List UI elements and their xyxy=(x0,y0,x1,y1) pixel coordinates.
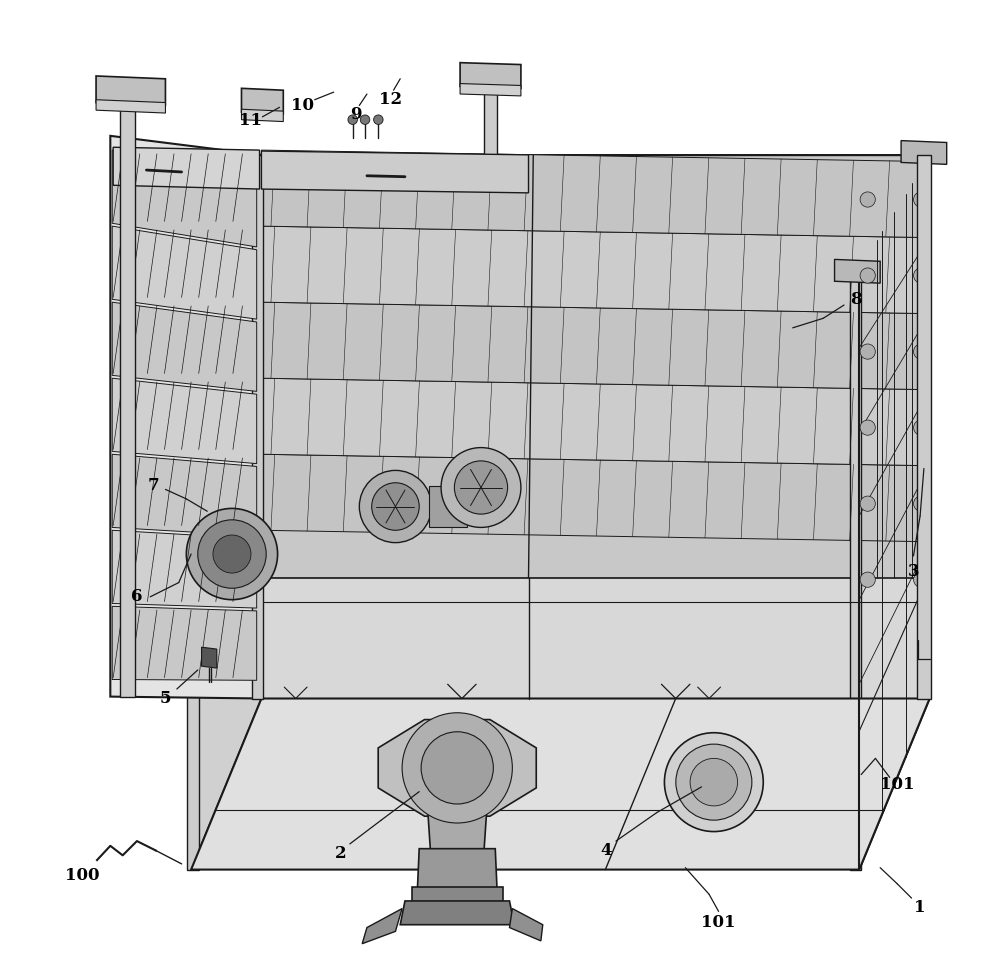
Circle shape xyxy=(914,192,929,207)
Circle shape xyxy=(860,344,875,359)
Polygon shape xyxy=(859,155,930,870)
Polygon shape xyxy=(261,302,925,390)
Polygon shape xyxy=(261,227,925,314)
Polygon shape xyxy=(261,379,925,466)
Circle shape xyxy=(454,461,508,514)
Circle shape xyxy=(213,535,251,573)
Polygon shape xyxy=(202,647,217,668)
Polygon shape xyxy=(460,83,521,96)
Text: 3: 3 xyxy=(908,563,919,579)
Text: 5: 5 xyxy=(160,690,171,707)
Polygon shape xyxy=(261,577,930,699)
Polygon shape xyxy=(191,155,261,870)
Circle shape xyxy=(441,447,521,528)
Polygon shape xyxy=(362,908,402,944)
Polygon shape xyxy=(901,141,947,164)
Polygon shape xyxy=(261,151,529,193)
Polygon shape xyxy=(187,269,199,870)
Polygon shape xyxy=(835,259,880,283)
Text: 8: 8 xyxy=(851,291,862,308)
Polygon shape xyxy=(241,88,283,114)
Circle shape xyxy=(402,713,512,823)
Circle shape xyxy=(372,483,419,531)
Polygon shape xyxy=(96,76,165,105)
Polygon shape xyxy=(191,699,930,870)
Circle shape xyxy=(359,470,432,543)
Circle shape xyxy=(690,758,738,806)
Polygon shape xyxy=(400,901,514,924)
Circle shape xyxy=(914,344,929,359)
Polygon shape xyxy=(261,150,925,237)
Circle shape xyxy=(860,572,875,587)
Polygon shape xyxy=(460,63,521,88)
Polygon shape xyxy=(378,720,536,816)
Polygon shape xyxy=(113,147,260,189)
Polygon shape xyxy=(112,531,257,608)
Text: 11: 11 xyxy=(239,112,262,129)
Circle shape xyxy=(374,115,383,124)
Polygon shape xyxy=(429,486,467,528)
Text: 10: 10 xyxy=(291,97,314,114)
Circle shape xyxy=(860,496,875,511)
Circle shape xyxy=(360,115,370,124)
Circle shape xyxy=(914,496,929,511)
Text: 6: 6 xyxy=(131,588,143,605)
Text: 9: 9 xyxy=(350,106,361,123)
Polygon shape xyxy=(510,908,543,941)
Polygon shape xyxy=(252,155,263,699)
Circle shape xyxy=(860,420,875,435)
Text: 1: 1 xyxy=(914,899,926,916)
Circle shape xyxy=(914,572,929,587)
Circle shape xyxy=(914,268,929,283)
Polygon shape xyxy=(112,227,257,319)
Polygon shape xyxy=(427,796,488,854)
Polygon shape xyxy=(917,155,931,699)
Polygon shape xyxy=(261,454,925,542)
Polygon shape xyxy=(417,849,497,891)
Polygon shape xyxy=(241,109,283,121)
Polygon shape xyxy=(112,454,257,535)
Polygon shape xyxy=(112,606,257,681)
Text: 4: 4 xyxy=(601,842,612,859)
Polygon shape xyxy=(110,136,261,699)
Text: 12: 12 xyxy=(379,91,402,108)
Circle shape xyxy=(860,192,875,207)
Circle shape xyxy=(198,520,266,588)
Circle shape xyxy=(860,268,875,283)
Text: 101: 101 xyxy=(701,914,736,931)
Polygon shape xyxy=(96,99,165,113)
Text: 2: 2 xyxy=(335,845,346,862)
Polygon shape xyxy=(120,98,135,697)
Polygon shape xyxy=(191,155,930,269)
Polygon shape xyxy=(484,78,497,155)
Text: 100: 100 xyxy=(65,867,99,883)
Text: 101: 101 xyxy=(880,775,915,793)
Polygon shape xyxy=(112,302,257,391)
Circle shape xyxy=(421,731,493,804)
Polygon shape xyxy=(261,155,930,577)
Polygon shape xyxy=(412,887,503,905)
Text: 7: 7 xyxy=(147,477,159,494)
Circle shape xyxy=(664,732,763,832)
Polygon shape xyxy=(850,269,861,870)
Polygon shape xyxy=(112,150,257,247)
Circle shape xyxy=(186,509,278,599)
Polygon shape xyxy=(112,379,257,464)
Circle shape xyxy=(676,744,752,820)
Circle shape xyxy=(914,420,929,435)
Circle shape xyxy=(348,115,357,124)
